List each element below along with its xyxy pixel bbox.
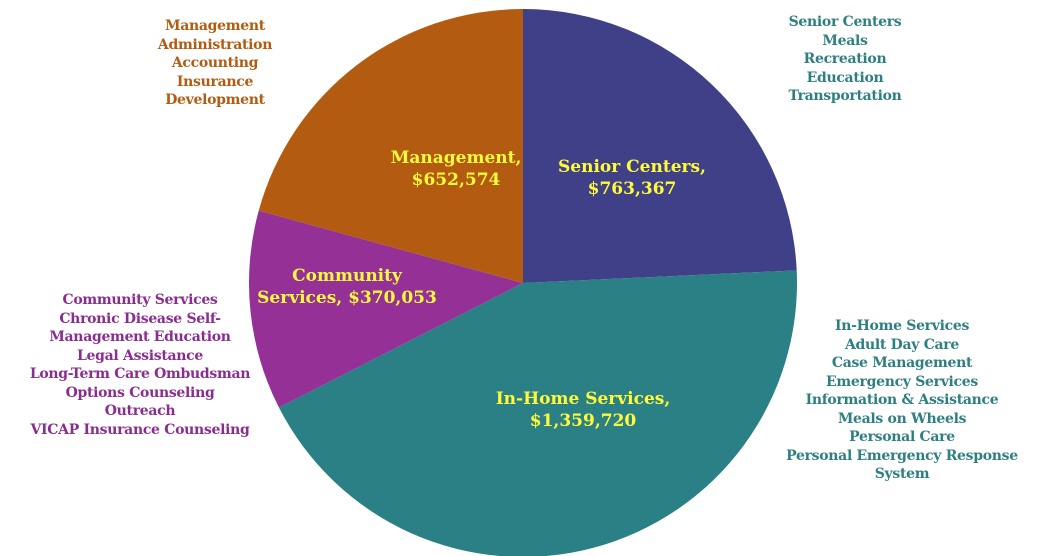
- annotation-line: Legal Assistance: [77, 347, 203, 364]
- annotation-line: Education: [806, 69, 884, 86]
- slice-label-line: Management,: [391, 148, 522, 168]
- slice-label-line: $1,359,720: [530, 411, 637, 431]
- annotation-line: Insurance: [176, 73, 254, 90]
- slice-label-line: $652,574: [412, 170, 501, 190]
- pie-slice: [248, 210, 523, 408]
- annotation-line: Case Management: [831, 355, 973, 371]
- in-home-services-annotation: In-Home Services Adult Day Care Case Man…: [762, 317, 1042, 484]
- slice-label-line: Community: [292, 266, 403, 286]
- slice-label-line: Senior Centers,: [558, 157, 706, 177]
- annotation-line: Accounting: [171, 55, 259, 71]
- annotation-line: Emergency Services: [826, 373, 978, 390]
- annotation-line: In-Home Services: [834, 318, 970, 334]
- pie-slice: [278, 270, 797, 556]
- senior-centers-annotation: Senior Centers Meals Recreation Educatio…: [760, 13, 930, 106]
- community-services-annotation: Community Services Chronic Disease Self-…: [6, 291, 274, 439]
- slice-label: Community Services, $370,053: [257, 266, 437, 308]
- annotation-line: Adult Day Care: [844, 336, 959, 353]
- management-annotation: Management Administration Accounting Ins…: [140, 17, 290, 110]
- slice-label: In-Home Services, $1,359,720: [496, 389, 671, 431]
- annotation-line: Development: [165, 92, 265, 108]
- annotation-line: Personal Emergency Response: [786, 447, 1018, 464]
- annotation-line: Management Education: [49, 329, 231, 345]
- slice-label-line: $763,367: [588, 179, 677, 199]
- annotation-line: Management: [165, 18, 265, 34]
- annotation-line: Chronic Disease Self-: [59, 310, 221, 327]
- slice-label-line: In-Home Services,: [496, 389, 671, 409]
- pie-slice: [523, 9, 797, 283]
- annotation-line: Outreach: [104, 403, 176, 419]
- annotation-line: Options Counseling: [65, 384, 215, 401]
- slice-label-line: Services, $370,053: [257, 288, 437, 308]
- annotation-line: Community Services: [62, 292, 218, 308]
- annotation-line: Information & Assistance: [805, 392, 999, 408]
- annotation-line: VICAP Insurance Counseling: [30, 421, 250, 438]
- annotation-line: Senior Centers: [788, 14, 902, 30]
- annotation-line: Transportation: [788, 88, 902, 104]
- annotation-line: Recreation: [803, 51, 887, 67]
- slice-label: Management, $652,574: [391, 148, 522, 190]
- annotation-line: System: [874, 466, 930, 482]
- annotation-line: Personal Care: [849, 429, 955, 445]
- annotation-line: Meals on Wheels: [837, 410, 967, 427]
- annotation-line: Administration: [157, 36, 273, 53]
- slice-label: Senior Centers, $763,367: [558, 157, 706, 199]
- annotation-line: Meals: [822, 32, 868, 49]
- pie-slice: [258, 9, 523, 283]
- annotation-line: Long-Term Care Ombudsman: [29, 366, 251, 382]
